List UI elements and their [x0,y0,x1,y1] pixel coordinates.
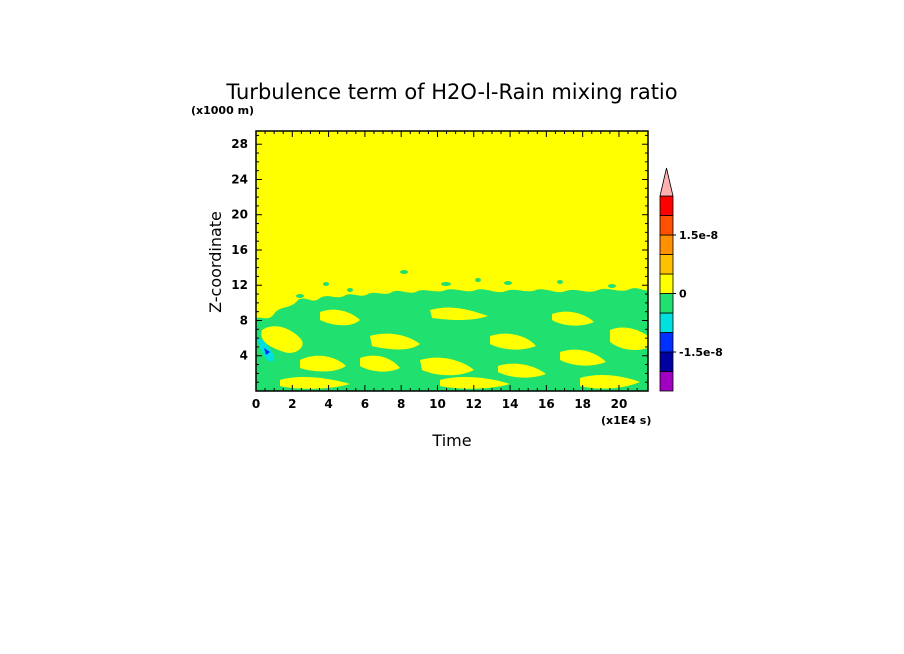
colorbar-band [659,195,674,216]
x-tick-label: 12 [465,397,482,411]
x-tick-label: 16 [538,397,555,411]
y-tick-label: 8 [240,313,248,327]
yellow-patches [261,307,648,389]
y-tick-label: 12 [231,278,248,292]
x-tick-label: 20 [611,397,628,411]
y-tick-label: 16 [231,243,248,257]
x-tick-label: 4 [324,397,332,411]
y-tick-label: 28 [231,137,248,151]
y-tick-label: 20 [231,208,248,222]
y-axis-label: Z-coordinate [206,211,225,313]
plot-frame [255,130,649,392]
colorbar-band [659,371,674,392]
colorbar-band [659,293,674,314]
x-tick-label: 2 [288,397,296,411]
y-tick-label: 4 [240,349,248,363]
x-tick-label: 6 [361,397,369,411]
x-tick-label: 14 [502,397,519,411]
y-axis: 4 8 12 16 20 24 28 [231,134,648,383]
colorbar-band [659,332,674,353]
y-unit-label: (x1000 m) [191,104,254,117]
colorbar-band [659,312,674,333]
blue-patch [264,348,270,355]
green-specks [296,270,644,298]
x-tick-label: 8 [397,397,405,411]
colorbar-band [659,234,674,255]
x-unit-label: (x1E4 s) [601,414,651,427]
colorbar-extension [659,167,674,197]
x-tick-label: 18 [574,397,591,411]
colorbar: 1.5e-8 0 -1.5e-8 [659,167,723,392]
colorbar-band [659,273,674,294]
colorbar-label: 0 [679,288,687,301]
chart-title: Turbulence term of H2O-l-Rain mixing rat… [225,80,677,104]
colorbar-label: 1.5e-8 [679,229,718,242]
colorbar-band [659,351,674,372]
green-contour-band [256,288,648,391]
contour-field [256,270,648,391]
x-tick-label: 10 [429,397,446,411]
colorbar-band [659,215,674,236]
colorbar-label: -1.5e-8 [679,346,723,359]
x-tick-label: 0 [252,397,260,411]
x-axis-label: Time [431,431,471,450]
colorbar-band [659,254,674,275]
y-tick-label: 24 [231,172,248,186]
x-axis: 0 2 4 6 8 10 12 14 16 18 20 [252,131,638,411]
